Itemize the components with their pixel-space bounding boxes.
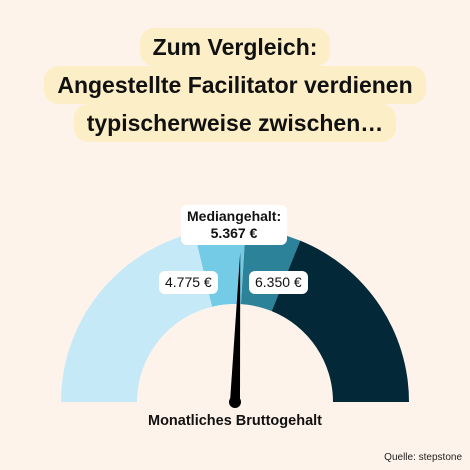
lower-quartile-badge: 4.775 €	[159, 271, 218, 294]
headline-line-3: typischerweise zwischen…	[73, 104, 397, 142]
median-badge: Mediangehalt: 5.367 €	[181, 205, 287, 245]
headline: Zum Vergleich: Angestellte Facilitator v…	[0, 28, 470, 142]
upper-quartile-badge: 6.350 €	[249, 271, 308, 294]
median-title: Mediangehalt:	[187, 208, 282, 224]
median-value: 5.367 €	[210, 225, 258, 241]
headline-line-1: Zum Vergleich:	[139, 28, 331, 66]
gauge-segment-lower-to-median	[194, 227, 246, 307]
gauge-segment-above-upper-quartile	[271, 240, 409, 402]
gauge-axis-label: Monatliches Bruttogehalt	[147, 413, 322, 429]
headline-line-2: Angestellte Facilitator verdienen	[44, 66, 426, 104]
gauge-needle	[230, 252, 241, 403]
gauge-segment-below-lower-quartile	[61, 232, 213, 402]
gauge-needle-hub	[229, 396, 241, 408]
source-note: Quelle: stepstone	[384, 452, 462, 463]
